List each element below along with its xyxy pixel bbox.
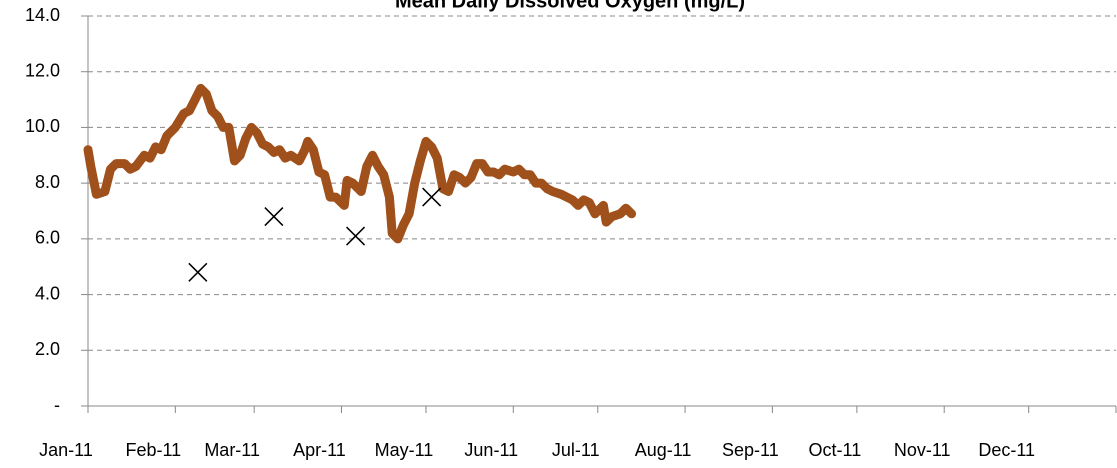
y-tick-label: 4.0 bbox=[35, 283, 60, 303]
y-tick-label: 2.0 bbox=[35, 339, 60, 359]
chart-title: Mean Daily Dissolved Oxygen (mg/L) bbox=[395, 0, 745, 12]
x-tick-label: Apr-11 bbox=[293, 440, 346, 460]
x-marker bbox=[422, 187, 442, 207]
x-tick-label: Jun-11 bbox=[464, 440, 518, 460]
x-tick-label: Oct-11 bbox=[809, 440, 862, 460]
x-tick-label: Feb-11 bbox=[125, 440, 181, 460]
x-tick-label: Sep-11 bbox=[722, 440, 779, 460]
x-marker bbox=[346, 226, 366, 246]
x-tick-label: Aug-11 bbox=[635, 440, 692, 460]
x-tick-label: Dec-11 bbox=[978, 440, 1035, 460]
x-tick-label: Jan-11 bbox=[39, 440, 93, 460]
x-tick-label: Nov-11 bbox=[894, 440, 951, 460]
y-tick-label: 12.0 bbox=[25, 60, 60, 80]
y-tick-label: 14.0 bbox=[25, 5, 60, 25]
y-tick-label: 10.0 bbox=[25, 116, 60, 136]
x-marker bbox=[188, 262, 208, 282]
line-series bbox=[83, 83, 637, 244]
x-tick-label: Mar-11 bbox=[204, 440, 260, 460]
x-tick-label: Jul-11 bbox=[552, 440, 600, 460]
y-tick-label: 8.0 bbox=[35, 172, 60, 192]
y-tick-label: - bbox=[54, 395, 60, 415]
x-marker bbox=[264, 207, 284, 227]
y-tick-label: 6.0 bbox=[35, 228, 60, 248]
x-tick-label: May-11 bbox=[375, 440, 434, 460]
